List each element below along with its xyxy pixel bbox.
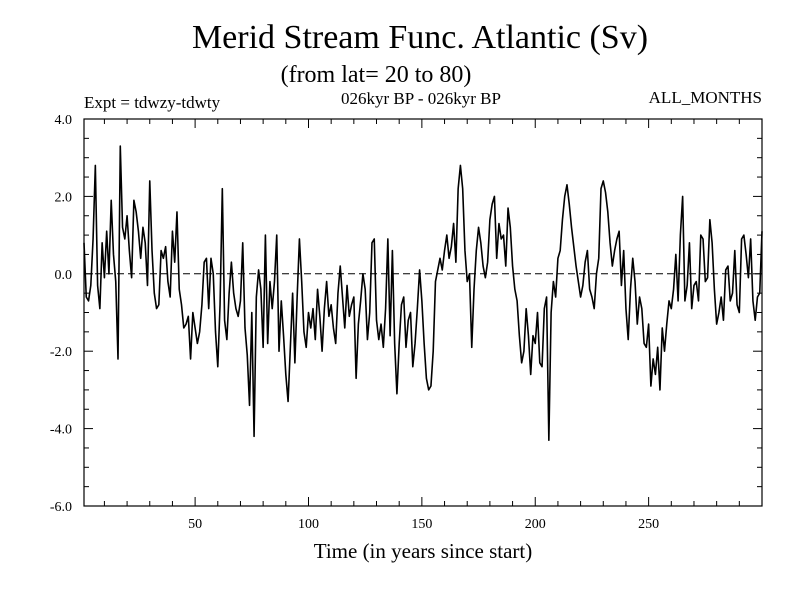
experiment-label: Expt = tdwzy-tdwty (84, 93, 221, 112)
months-label: ALL_MONTHS (649, 88, 762, 107)
period-label: 026kyr BP - 026kyr BP (341, 89, 501, 108)
x-tick-label: 50 (188, 517, 202, 532)
chart-subtitle: (from lat= 20 to 80) (281, 62, 472, 88)
x-tick-label: 100 (298, 517, 319, 532)
y-tick-label: -4.0 (50, 423, 72, 438)
y-tick-label: -2.0 (50, 345, 72, 360)
y-tick-label: -6.0 (50, 500, 72, 515)
x-tick-label: 250 (638, 517, 659, 532)
x-tick-label: 200 (525, 517, 546, 532)
x-tick-label: 150 (411, 517, 432, 532)
x-axis-label: Time (in years since start) (314, 539, 533, 563)
y-tick-label: 4.0 (55, 113, 73, 128)
y-tick-label: 2.0 (55, 190, 73, 205)
series-line (83, 145, 763, 442)
chart-title: Merid Stream Func. Atlantic (Sv) (192, 19, 648, 56)
y-tick-label: 0.0 (55, 268, 73, 283)
axis-ticks (84, 118, 762, 507)
series-layer (83, 145, 763, 442)
tick-labels: -6.0 -4.0 -2.0 0.0 2.0 4.0 50 100 150 200 250 (50, 113, 659, 532)
